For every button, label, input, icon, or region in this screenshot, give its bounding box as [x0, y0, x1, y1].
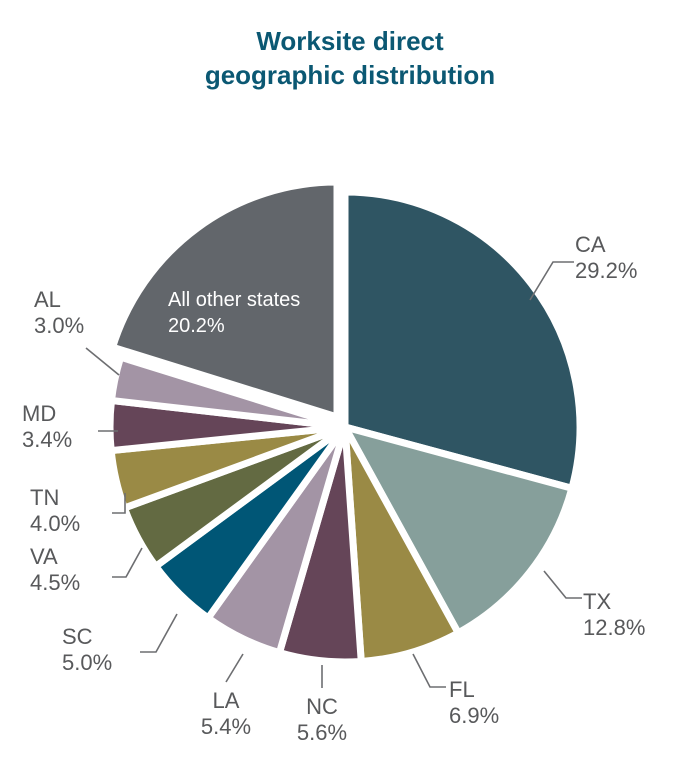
slice-value-all-other-states: 20.2%: [168, 315, 225, 337]
slice-label-md: MD: [22, 401, 56, 426]
slice-label-al: AL: [34, 287, 61, 312]
slice-label-tx: TX: [583, 589, 611, 614]
leader-line-sc: [140, 613, 178, 653]
slice-label-tn: TN: [30, 485, 59, 510]
leader-line-tn: [112, 493, 126, 514]
leader-line-fl: [412, 653, 446, 688]
slice-label-all-other-states: All other states: [168, 289, 300, 311]
leader-line-la: [225, 653, 244, 683]
slice-value-al: 3.0%: [34, 313, 84, 338]
slice-value-la: 5.4%: [201, 714, 251, 739]
chart-title-line-1: Worksite direct: [256, 26, 444, 56]
pie-slice-ca: [341, 188, 584, 493]
chart-title-line-2: geographic distribution: [205, 60, 495, 90]
pie-slice-all-other-states: [108, 178, 341, 422]
slice-value-fl: 6.9%: [449, 703, 499, 728]
leader-line-tx: [543, 570, 582, 599]
slice-label-fl: FL: [449, 677, 475, 702]
slice-label-ca: CA: [575, 232, 606, 257]
slice-value-md: 3.4%: [22, 427, 72, 452]
slice-value-ca: 29.2%: [575, 258, 637, 283]
slice-value-sc: 5.0%: [62, 650, 112, 675]
slice-label-la: LA: [213, 688, 240, 713]
slice-label-nc: NC: [306, 694, 338, 719]
slice-value-tx: 12.8%: [583, 615, 645, 640]
slice-label-sc: SC: [62, 624, 93, 649]
leader-lines: [85, 261, 582, 688]
slice-value-va: 4.5%: [30, 570, 80, 595]
slice-value-nc: 5.6%: [297, 720, 347, 745]
leader-line-ca: [529, 261, 574, 301]
pie-slice-tx: [337, 421, 577, 638]
pie-slice-al: [107, 352, 347, 431]
leader-line-va: [112, 547, 143, 578]
leader-line-al: [85, 347, 120, 376]
slice-label-va: VA: [30, 544, 58, 569]
slice-value-tn: 4.0%: [30, 511, 80, 536]
pie-slices: [106, 178, 584, 666]
